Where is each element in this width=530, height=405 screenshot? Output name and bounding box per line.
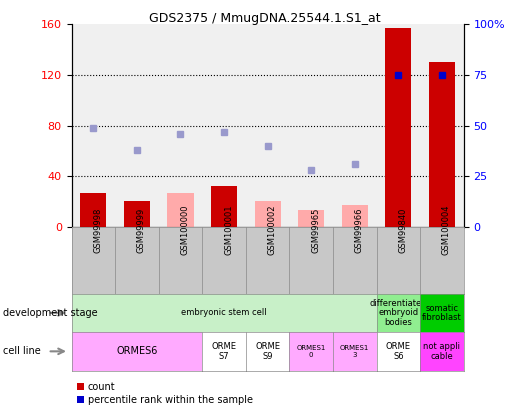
Bar <box>80 193 107 227</box>
Text: development stage: development stage <box>3 308 98 318</box>
Text: differentiated
embryoid
bodies: differentiated embryoid bodies <box>369 298 427 327</box>
Text: GSM100000: GSM100000 <box>181 205 190 256</box>
Text: cell line: cell line <box>3 346 40 356</box>
Text: GSM99999: GSM99999 <box>137 207 146 253</box>
Bar <box>124 202 150 227</box>
Text: ORME
S9: ORME S9 <box>255 342 280 361</box>
Text: ORMES1
3: ORMES1 3 <box>340 345 369 358</box>
Text: embryonic stem cell: embryonic stem cell <box>181 308 267 318</box>
Bar <box>167 193 193 227</box>
Text: ORMES6: ORMES6 <box>116 346 157 356</box>
Bar <box>342 205 368 227</box>
Text: ORME
S7: ORME S7 <box>211 342 236 361</box>
Text: GSM99840: GSM99840 <box>399 207 408 253</box>
Bar <box>254 202 281 227</box>
Text: percentile rank within the sample: percentile rank within the sample <box>88 395 253 405</box>
Text: GSM99965: GSM99965 <box>311 207 320 253</box>
Text: GSM99966: GSM99966 <box>355 207 364 253</box>
Text: GSM100002: GSM100002 <box>268 205 277 256</box>
Bar <box>211 186 237 227</box>
Text: count: count <box>88 382 116 392</box>
Text: GDS2375 / MmugDNA.25544.1.S1_at: GDS2375 / MmugDNA.25544.1.S1_at <box>149 12 381 25</box>
Bar <box>429 62 455 227</box>
Text: GSM99998: GSM99998 <box>93 207 102 253</box>
Text: somatic
fibroblast: somatic fibroblast <box>422 303 462 322</box>
Text: ORMES1
0: ORMES1 0 <box>297 345 326 358</box>
Bar <box>385 28 411 227</box>
Bar <box>298 210 324 227</box>
Text: GSM100001: GSM100001 <box>224 205 233 256</box>
Text: ORME
S6: ORME S6 <box>386 342 411 361</box>
Text: not appli
cable: not appli cable <box>423 342 461 361</box>
Text: GSM100004: GSM100004 <box>442 205 451 256</box>
